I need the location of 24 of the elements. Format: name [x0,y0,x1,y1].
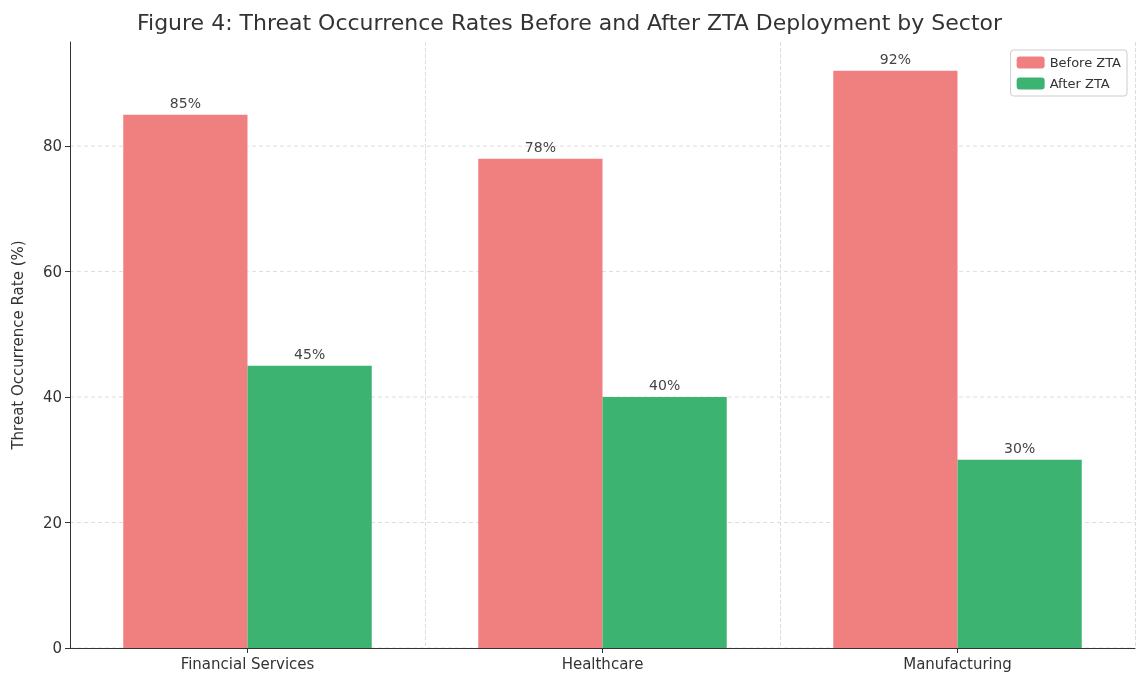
bar [247,365,372,648]
y-tick-label: 60 [42,262,62,281]
data-label: 30% [1004,439,1036,456]
x-tick-label: Manufacturing [903,654,1012,673]
data-label: 40% [649,377,681,394]
y-tick-label: 80 [42,137,62,156]
bar [478,158,603,648]
x-tick-label: Healthcare [561,654,644,673]
bar [833,70,958,648]
data-label: 78% [524,138,556,155]
y-axis-title: Threat Occurrence Rate (%) [8,240,27,451]
x-tick-label: Financial Services [180,654,315,673]
y-tick-label: 0 [52,639,62,657]
data-label: 85% [169,94,201,111]
bar [123,114,248,648]
legend-label: After ZTA [1049,76,1110,91]
data-label: 45% [294,345,326,362]
chart-title: Figure 4: Threat Occurrence Rates Before and After ZTA Deployment by Sector [136,9,1003,35]
y-tick-label: 40 [42,388,62,407]
bar [602,397,727,648]
y-tick-label: 20 [42,513,62,532]
bar [957,459,1082,648]
data-label: 92% [879,50,911,67]
legend-label: Before ZTA [1049,55,1122,70]
